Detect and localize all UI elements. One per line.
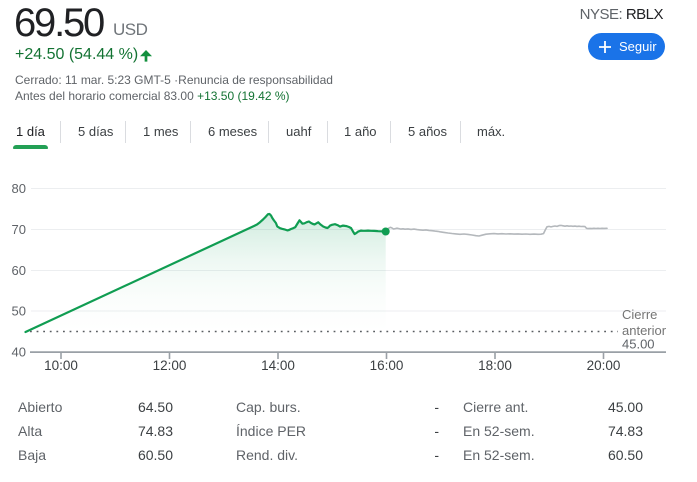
svg-text:anterior: anterior [622, 323, 667, 338]
svg-text:12:00: 12:00 [153, 358, 187, 373]
svg-text:80: 80 [12, 181, 26, 196]
svg-text:Cierre: Cierre [622, 307, 657, 322]
svg-text:70: 70 [12, 222, 26, 237]
svg-text:18:00: 18:00 [478, 358, 512, 373]
svg-text:40: 40 [12, 345, 26, 360]
svg-text:10:00: 10:00 [44, 358, 78, 373]
svg-text:50: 50 [12, 304, 26, 319]
svg-text:16:00: 16:00 [370, 358, 404, 373]
svg-text:14:00: 14:00 [261, 358, 295, 373]
svg-text:45.00: 45.00 [622, 337, 655, 352]
svg-text:60: 60 [12, 263, 26, 278]
svg-text:20:00: 20:00 [587, 358, 621, 373]
